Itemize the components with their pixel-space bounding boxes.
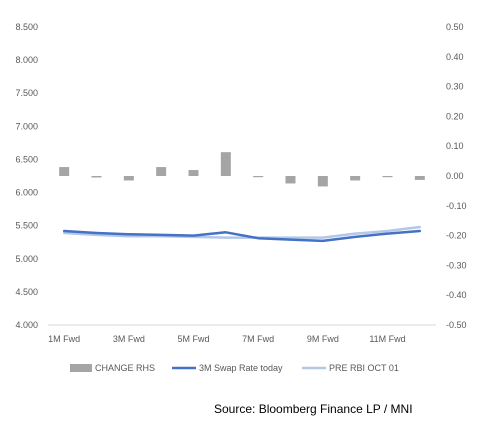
legend-swatch: [70, 364, 92, 372]
left-axis-tick-label: 5.000: [15, 254, 38, 264]
source-note: Source: Bloomberg Finance LP / MNI: [214, 402, 413, 416]
x-axis-tick-label: 5M Fwd: [177, 334, 209, 344]
right-axis-tick-label: 0.40: [446, 52, 464, 62]
bar: [188, 170, 199, 176]
bar: [382, 176, 393, 178]
line-series: [62, 225, 422, 243]
left-axis-tick-label: 5.500: [15, 221, 38, 231]
left-axis-tick-label: 8.000: [15, 55, 38, 65]
series-line-pre-rbi: [62, 225, 422, 239]
bar: [285, 176, 296, 184]
legend-item-pre-rbi: PRE RBI OCT 01: [329, 363, 399, 373]
bar-series: [59, 152, 425, 187]
x-axis: 1M Fwd 3M Fwd 5M Fwd 7M Fwd 9M Fwd 11M Fwd: [48, 324, 436, 344]
bar: [220, 152, 231, 176]
x-axis-tick-label: 3M Fwd: [113, 334, 145, 344]
bar: [350, 176, 361, 181]
right-axis-tick-label: -0.30: [446, 260, 467, 270]
right-axis-tick-label: -0.50: [446, 320, 467, 330]
right-axis-tick-label: -0.40: [446, 290, 467, 300]
right-axis-tick-label: -0.20: [446, 231, 467, 241]
bar: [59, 167, 70, 176]
bar: [253, 176, 264, 178]
right-axis-tick-label: 0.20: [446, 111, 464, 121]
bar: [414, 176, 425, 180]
legend-item-swap-today: 3M Swap Rate today: [199, 363, 283, 373]
bar: [123, 176, 134, 181]
bar: [317, 176, 328, 187]
x-axis-tick-label: 11M Fwd: [369, 334, 405, 344]
right-axis-tick-label: -0.10: [446, 201, 467, 211]
legend-item-change-rhs: CHANGE RHS: [95, 363, 155, 373]
left-axis-tick-label: 7.000: [15, 121, 38, 131]
right-axis-tick-label: 0.00: [446, 171, 464, 181]
bar: [91, 176, 102, 178]
x-axis-tick-label: 9M Fwd: [307, 334, 339, 344]
bar: [156, 167, 167, 176]
left-axis-tick-label: 8.500: [15, 22, 38, 32]
x-axis-tick-label: 1M Fwd: [48, 334, 80, 344]
right-axis-tick-label: 0.10: [446, 141, 464, 151]
left-axis: 4.000 4.500 5.000 5.500 6.000 6.500 7.000 7.500…: [15, 22, 38, 330]
legend: CHANGE RHS 3M Swap Rate today PRE RBI OCT …: [70, 363, 399, 373]
left-axis-tick-label: 4.000: [15, 320, 38, 330]
left-axis-tick-label: 7.500: [15, 88, 38, 98]
right-axis-tick-label: 0.30: [446, 82, 464, 92]
x-axis-tick-label: 7M Fwd: [242, 334, 274, 344]
left-axis-tick-label: 6.500: [15, 154, 38, 164]
left-axis-tick-label: 6.000: [15, 188, 38, 198]
series-line-swap-today: [62, 229, 422, 243]
right-axis-tick-label: 0.50: [446, 22, 464, 32]
left-axis-tick-label: 4.500: [15, 287, 38, 297]
right-axis: -0.50 -0.40 -0.30 -0.20 -0.10 0.00 0.10 0.20 0.3…: [446, 22, 467, 330]
